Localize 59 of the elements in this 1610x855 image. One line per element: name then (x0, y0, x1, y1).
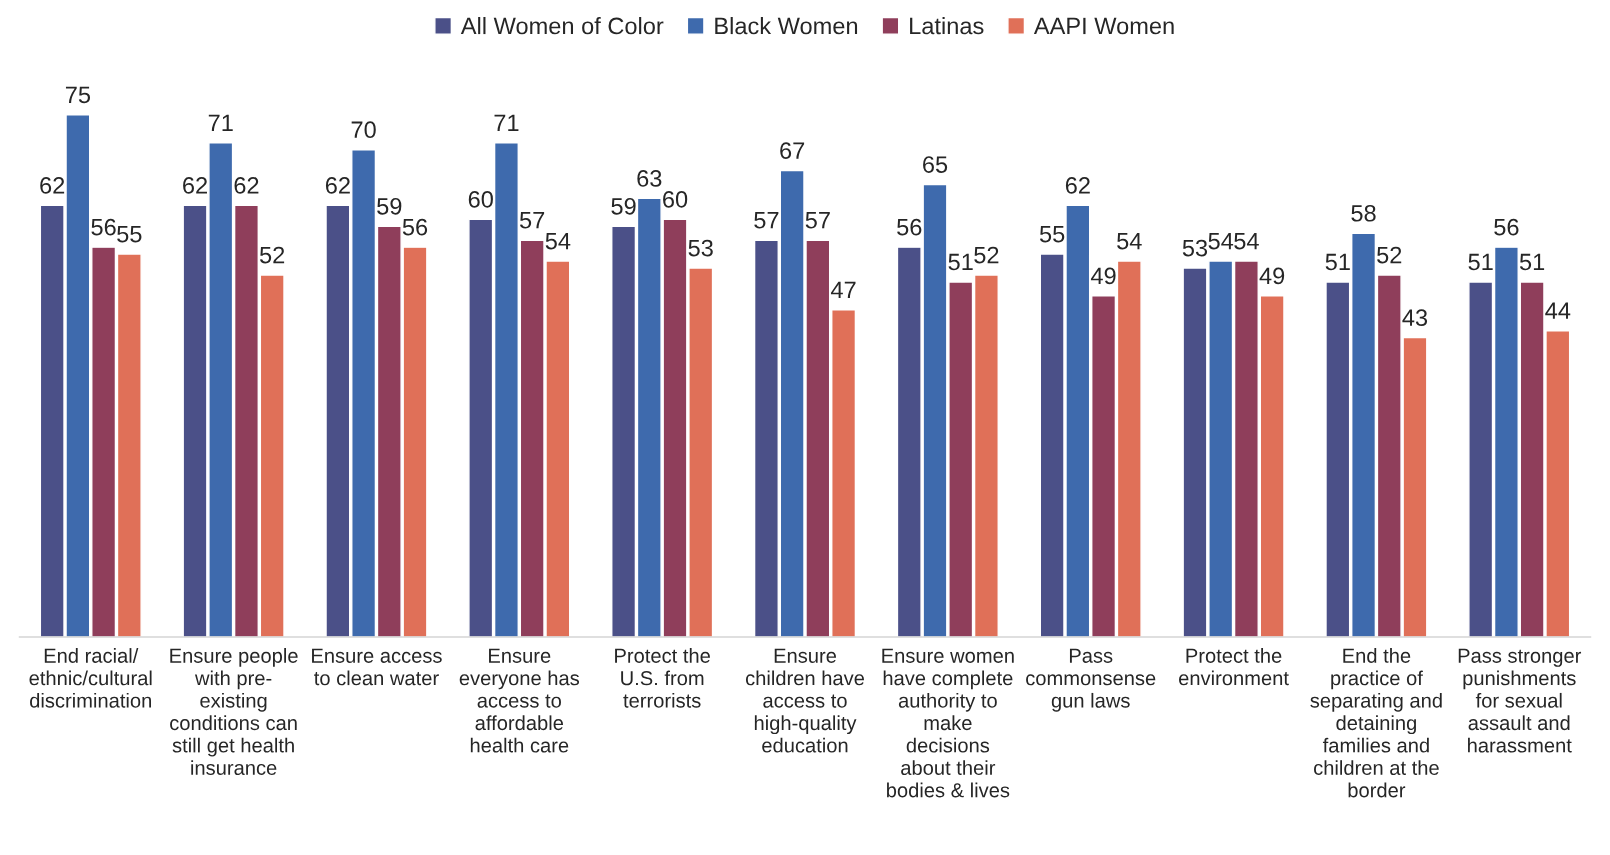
data-label: 56 (897, 218, 922, 236)
data-label: 70 (351, 121, 376, 139)
data-label: 53 (1182, 239, 1208, 257)
x-tick-label: Ensure children have access to high-quality education (745, 648, 865, 753)
data-label: 52 (1377, 246, 1402, 264)
legend-label: Black Women (715, 16, 858, 35)
legend-label: All Women of Color (460, 16, 664, 35)
x-tick-label: Ensure access to clean water (312, 648, 442, 686)
data-label: 62 (1065, 177, 1090, 194)
data-label: 49 (1259, 267, 1285, 285)
x-tick-label: End the practice of separating and detaining families and children at the border (1310, 648, 1442, 798)
data-label: 56 (91, 218, 116, 236)
data-label: 54 (1208, 232, 1234, 250)
data-label: 65 (923, 156, 948, 173)
data-label: 51 (1325, 253, 1350, 271)
data-label: 75 (65, 86, 91, 104)
data-label: 56 (402, 218, 428, 236)
legend-label: Latinas (910, 16, 984, 35)
x-tick-label: Pass stronger punishments for sexual assault and harassment (1458, 648, 1582, 753)
data-label: 59 (611, 197, 636, 215)
data-label: 57 (805, 212, 830, 229)
data-label: 62 (40, 177, 65, 194)
data-label: 57 (519, 212, 545, 229)
data-label: 58 (1351, 204, 1376, 222)
x-tick-label: Pass commonsense gun laws (1026, 648, 1156, 712)
data-label: 54 (1234, 232, 1259, 250)
x-tick-label: Protect the environment (1179, 648, 1289, 686)
data-label: 60 (468, 190, 493, 208)
data-label: 55 (1039, 226, 1065, 243)
data-label: 51 (948, 253, 973, 271)
data-label: 52 (259, 246, 285, 264)
x-tick-label: Ensure everyone has access to affordable health care (459, 648, 580, 753)
x-tick-label: Ensure women have complete authority to make decisions about their bodies & lives (882, 648, 1014, 798)
x-tick-label: Ensure people with pre- existing conditions can still get health insurance (170, 648, 298, 775)
data-label: 51 (1519, 253, 1545, 271)
data-label: 67 (780, 142, 805, 159)
data-label: 54 (545, 232, 571, 250)
data-label: 55 (117, 226, 142, 243)
data-label: 43 (1402, 309, 1428, 327)
x-tick-label: Protect the U.S. from terrorists (615, 648, 710, 708)
data-label: 52 (974, 246, 999, 264)
data-label: 71 (494, 114, 519, 131)
data-label: 59 (377, 197, 402, 215)
data-label: 54 (1117, 232, 1142, 250)
data-label: 57 (754, 212, 779, 229)
data-label: 62 (183, 177, 207, 194)
data-label: 47 (830, 281, 856, 298)
data-label: 60 (663, 190, 688, 208)
data-label: 53 (688, 239, 713, 257)
data-label: 51 (1468, 253, 1493, 271)
data-label: 56 (1494, 218, 1519, 236)
data-label: 49 (1090, 267, 1116, 285)
data-label: 44 (1545, 302, 1571, 319)
data-label: 62 (234, 177, 259, 194)
data-label: 71 (208, 114, 233, 131)
x-tick-label: End racial/ ethnic/cultural discrimination (29, 648, 152, 708)
data-label: 63 (637, 170, 662, 187)
data-label: 62 (325, 177, 350, 194)
legend-label: AAPI Women (1033, 17, 1174, 35)
